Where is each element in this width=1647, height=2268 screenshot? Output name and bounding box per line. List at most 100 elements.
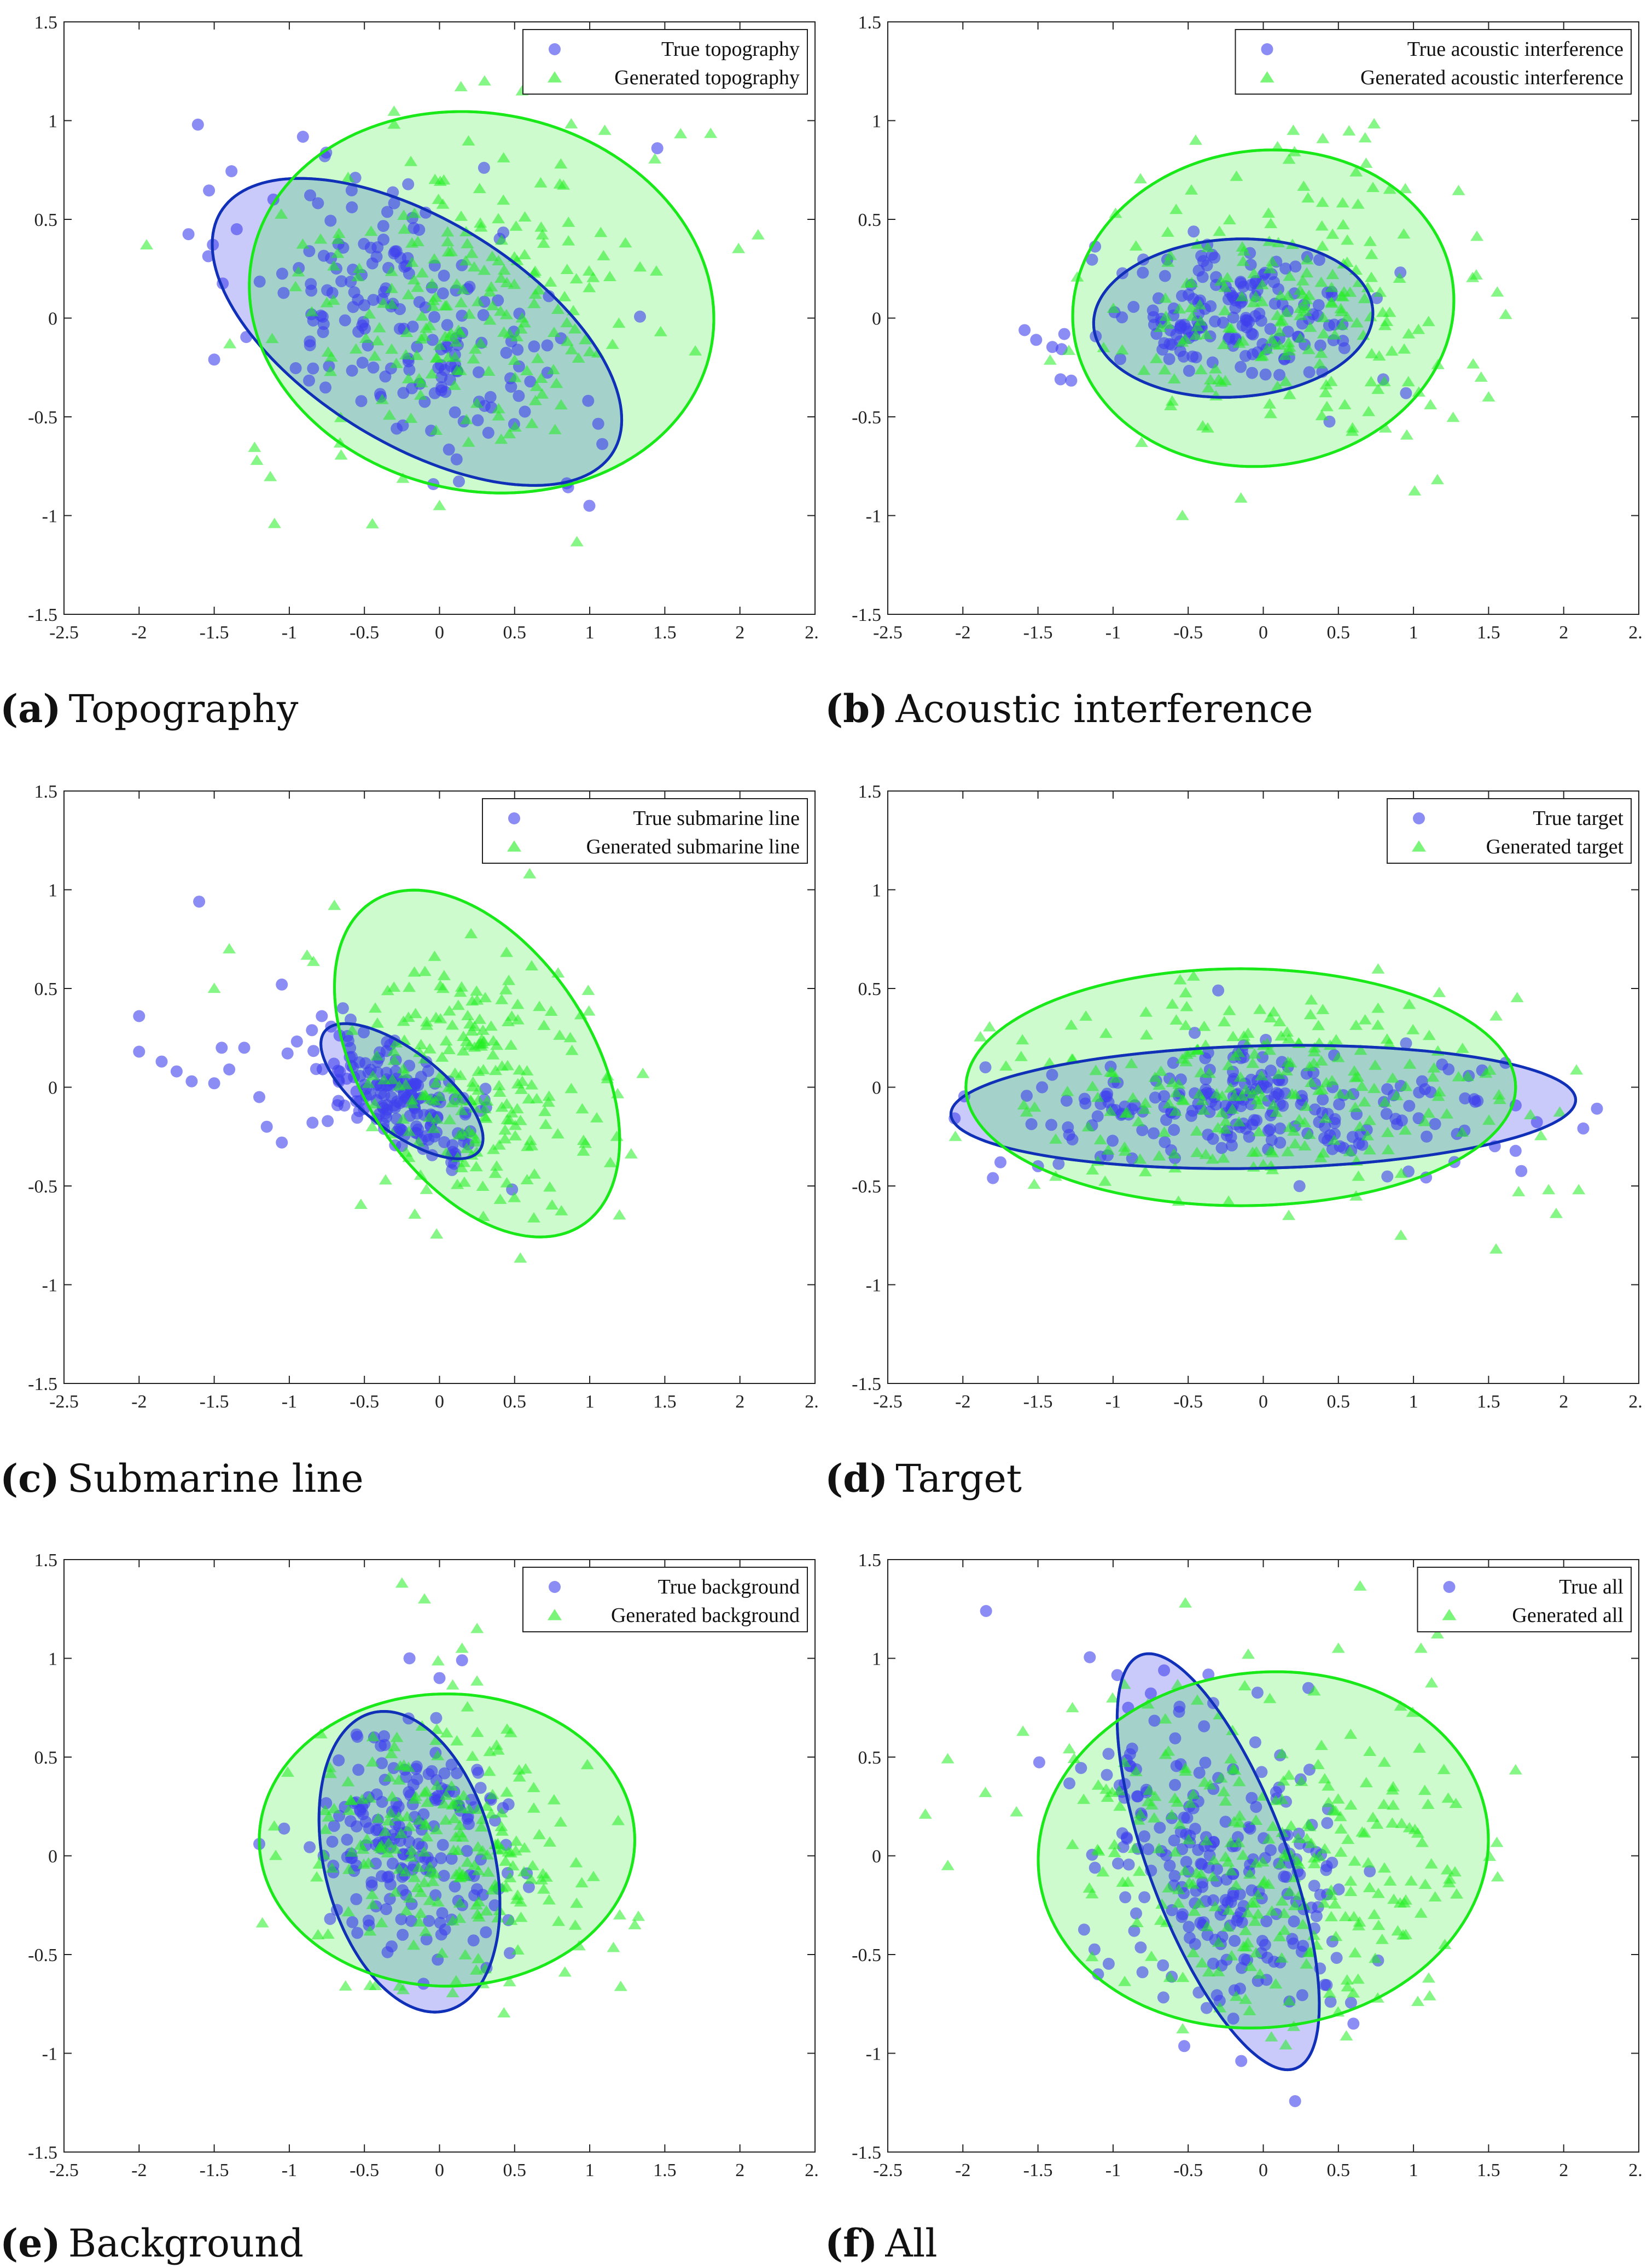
generated-point [1249,1857,1262,1868]
generated-point [1312,1020,1325,1031]
generated-point [1210,1088,1224,1098]
generated-point [463,1039,476,1050]
true-point [438,1870,450,1882]
generated-point [1226,1103,1239,1114]
true-point [1157,1959,1169,1972]
generated-point [1239,1941,1253,1952]
true-point [1025,1118,1038,1130]
generated-point [1426,1071,1440,1082]
true-point [1030,334,1043,346]
generated-point [492,403,505,414]
generated-point [399,1079,412,1090]
generated-point [431,1750,445,1760]
true-point [1046,1068,1058,1081]
generated-point [399,1866,412,1877]
true-point [582,394,595,407]
generated-point [1361,1857,1375,1868]
generated-point [250,455,264,465]
generated-point [1355,1080,1369,1091]
generated-point [1313,358,1326,369]
generated-point [550,377,563,388]
true-point [353,1056,365,1068]
generated-point [1452,1071,1465,1081]
true-point [208,1077,220,1090]
generated-point [560,264,574,274]
generated-point [1222,1060,1236,1071]
generated-point [1300,267,1314,278]
generated-point [548,423,562,434]
true-point [1183,1921,1195,1933]
axes: -2.5 -2 -1.5 -1 -0.5 0 0.5 1 1.5 2 2.-1.5-1-0.500.… [852,13,1643,643]
generated-point [1437,1764,1451,1775]
generated-point [265,333,279,344]
generated-point [1333,1088,1347,1099]
generated-point [1159,310,1173,321]
generated-point [1278,1924,1291,1935]
generated-point [554,399,568,410]
generated-point [581,985,595,995]
generated-point [1043,354,1057,365]
generated-point [427,1123,440,1133]
true-point [223,1063,236,1075]
true-point [393,1820,405,1833]
generated-point [466,1081,479,1092]
true-point [634,310,646,323]
y-tick-label: -0.5 [28,1177,57,1197]
generated-point [941,1753,955,1764]
generated-point [435,1051,449,1062]
generated-point [488,1167,502,1178]
generated-point [495,993,509,1004]
generated-point [1284,1820,1298,1831]
generated-point [393,1863,406,1874]
generated-point [1319,387,1332,398]
generated-point [1418,1879,1432,1889]
generated-point [508,1130,522,1141]
generated-point [1173,974,1187,985]
generated-point [426,294,440,305]
y-tick-label: -1 [866,2044,881,2065]
generated-point [1401,376,1415,387]
x-tick-label: 1 [585,1392,595,1412]
true-point [1033,1756,1045,1769]
true-point [1200,2002,1213,2014]
generated-point [320,296,334,307]
generated-point [1093,1134,1107,1144]
generated-point [437,1798,451,1808]
generated-point [628,1919,642,1929]
generated-point [633,261,647,272]
generated-point [948,1130,962,1141]
true-point [1324,1996,1337,2008]
generated-point [1271,380,1284,391]
generated-point [1353,1580,1367,1591]
generated-point [1262,207,1276,218]
generated-point [554,158,568,169]
true-point [1319,1120,1331,1133]
x-tick-label: 1.5 [653,1392,677,1412]
generated-point [441,236,455,247]
generated-point [1349,1019,1363,1030]
generated-point [478,1103,492,1114]
x-tick-label: 2. [805,1392,819,1412]
legend-box [482,798,808,864]
generated-point [433,980,447,991]
legend-box [522,1567,808,1632]
generated-point [1414,1642,1428,1653]
generated-point [345,1794,358,1805]
generated-point [1317,1147,1330,1158]
y-tick-label: 0 [872,1078,881,1098]
generated-point [1266,1821,1279,1831]
x-tick-label: -1.5 [1023,623,1053,643]
generated-point [388,1843,402,1854]
generated-point [1422,1030,1436,1040]
generated-point [1062,345,1076,355]
generated-point [1296,275,1310,286]
generated-point [1163,249,1177,260]
generated-point [1247,267,1261,278]
generated-point [1132,1814,1145,1825]
generated-point [508,371,522,382]
true-point [445,1852,458,1865]
generated-point [140,239,153,249]
generated-point [1172,1883,1185,1894]
generated-point [1433,986,1446,997]
generated-point [467,261,481,272]
